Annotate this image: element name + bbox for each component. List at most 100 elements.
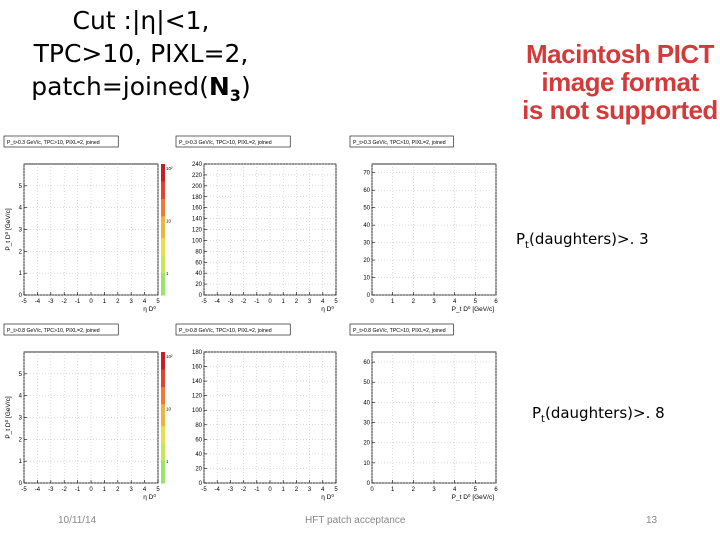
x-tick-label: -5	[201, 299, 207, 305]
chart-title: P_t>0.3 GeV/c, TPC>10, PIXL=2, joined	[179, 140, 272, 146]
y-tick-label: 140	[192, 379, 203, 385]
colorbar-segment	[161, 465, 165, 471]
colorbar-segment	[161, 251, 165, 257]
colorbar-tick-label: 10²	[166, 166, 173, 171]
y-tick-label: 4	[19, 394, 23, 400]
colorbar-tick-label: 1	[166, 271, 169, 276]
pt-label-top: Pt(daughters)>. 3	[514, 229, 651, 252]
y-tick-label: 220	[192, 173, 203, 179]
colorbar-segment	[161, 421, 165, 427]
y-tick-label: 3	[19, 228, 23, 234]
colorbar-segment	[161, 172, 165, 178]
chart-title-box	[349, 135, 454, 148]
y-tick-label: 20	[195, 466, 202, 472]
x-tick-label: 1	[282, 299, 286, 305]
y-tick-label: 50	[363, 206, 370, 212]
colorbar-segment	[161, 212, 165, 217]
colorbar-segment	[161, 277, 165, 283]
colorbar-segment	[161, 233, 165, 239]
y-tick-label: 100	[192, 408, 203, 414]
colorbar-segment	[161, 225, 165, 230]
footer-page: 13	[646, 515, 658, 526]
colorbar-segment	[161, 290, 165, 296]
x-axis-label: η D⁰	[321, 493, 334, 501]
x-tick-label: 5	[474, 487, 478, 493]
colorbar-segment	[161, 408, 165, 414]
colorbar-tick-label: 1	[166, 459, 169, 464]
y-tick-label: 40	[363, 400, 370, 406]
x-tick-label: -5	[201, 487, 207, 493]
x-tick-label: 1	[391, 487, 395, 493]
colorbar-segment	[161, 194, 165, 200]
x-tick-label: 6	[494, 299, 498, 305]
y-tick-label: 60	[363, 188, 370, 194]
colorbar-segment	[161, 190, 165, 196]
y-tick-label: 1	[19, 271, 23, 277]
y-tick-label: 30	[363, 241, 370, 247]
x-tick-label: 2	[116, 299, 120, 305]
x-tick-label: 3	[432, 299, 436, 305]
x-tick-label: 2	[412, 299, 416, 305]
x-tick-label: 0	[89, 299, 93, 305]
x-axis-label: η D⁰	[143, 493, 156, 501]
colorbar-segment	[161, 474, 165, 480]
x-tick-label: -4	[215, 299, 221, 305]
colorbar-segment	[161, 382, 165, 388]
x-tick-label: 5	[474, 299, 478, 305]
colorbar-segment	[161, 242, 165, 248]
colorbar-segment	[161, 356, 165, 362]
y-tick-label: 60	[363, 360, 370, 366]
chart-title: P_t>0.8 GeV/c, TPC>10, PIXL=2, joined	[179, 328, 272, 334]
x-tick-label: -3	[228, 487, 234, 493]
x-tick-label: 3	[308, 299, 312, 305]
y-tick-label: 100	[192, 238, 203, 244]
chart-title-box	[3, 323, 119, 336]
chart-title: P_t>0.3 GeV/c, TPC>10, PIXL=2, joined	[7, 140, 100, 146]
x-tick-label: -3	[228, 299, 234, 305]
colorbar-segment	[161, 229, 165, 235]
colorbar-segment	[161, 434, 165, 440]
colorbar-tick-label: 10²	[166, 354, 173, 359]
y-tick-label: 4	[19, 206, 23, 212]
y-tick-label: 60	[195, 437, 202, 443]
colorbar-segment	[161, 452, 165, 458]
x-tick-label: 6	[494, 487, 498, 493]
y-tick-label: 180	[192, 350, 203, 356]
colorbar-segment	[161, 400, 165, 405]
x-tick-label: 4	[143, 487, 147, 493]
colorbar-segment	[161, 207, 165, 213]
y-tick-label: 180	[192, 195, 203, 201]
y-tick-label: 0	[199, 481, 203, 487]
x-tick-label: -1	[254, 299, 260, 305]
footer-date: 10/11/14	[58, 515, 97, 526]
y-tick-label: 120	[192, 394, 203, 400]
y-tick-label: 5	[19, 184, 23, 190]
x-tick-label: 1	[282, 487, 286, 493]
x-tick-label: -1	[75, 487, 81, 493]
chart-title: P_t>0.3 GeV/c, TPC>10, PIXL=2, joined	[353, 140, 446, 146]
colorbar-segment	[161, 268, 165, 274]
colorbar-segment	[161, 360, 165, 366]
x-tick-label: 5	[334, 299, 338, 305]
y-axis-label: P_t D⁰ [GeV/c]	[4, 208, 12, 251]
x-tick-label: 0	[268, 299, 272, 305]
y-tick-label: 2	[19, 249, 23, 255]
y-tick-label: 0	[367, 293, 371, 299]
chart-title-box	[175, 323, 291, 336]
slide-title: Cut :|η|<1, TPC>10, PIXL=2, patch=joined…	[31, 6, 251, 105]
colorbar-segment	[161, 168, 165, 174]
x-tick-label: -1	[75, 299, 81, 305]
x-tick-label: -5	[21, 299, 27, 305]
x-tick-label: 2	[116, 487, 120, 493]
colorbar-segment	[161, 443, 165, 449]
colorbar-segment	[161, 203, 165, 209]
chart-title-box	[3, 135, 119, 148]
x-tick-label: 1	[391, 299, 395, 305]
y-tick-label: 2	[19, 437, 23, 443]
x-tick-label: -2	[241, 487, 247, 493]
x-tick-label: 5	[156, 487, 160, 493]
y-tick-label: 3	[19, 416, 23, 422]
footer-title: HFT patch acceptance	[305, 515, 406, 526]
colorbar-segment	[161, 260, 165, 265]
